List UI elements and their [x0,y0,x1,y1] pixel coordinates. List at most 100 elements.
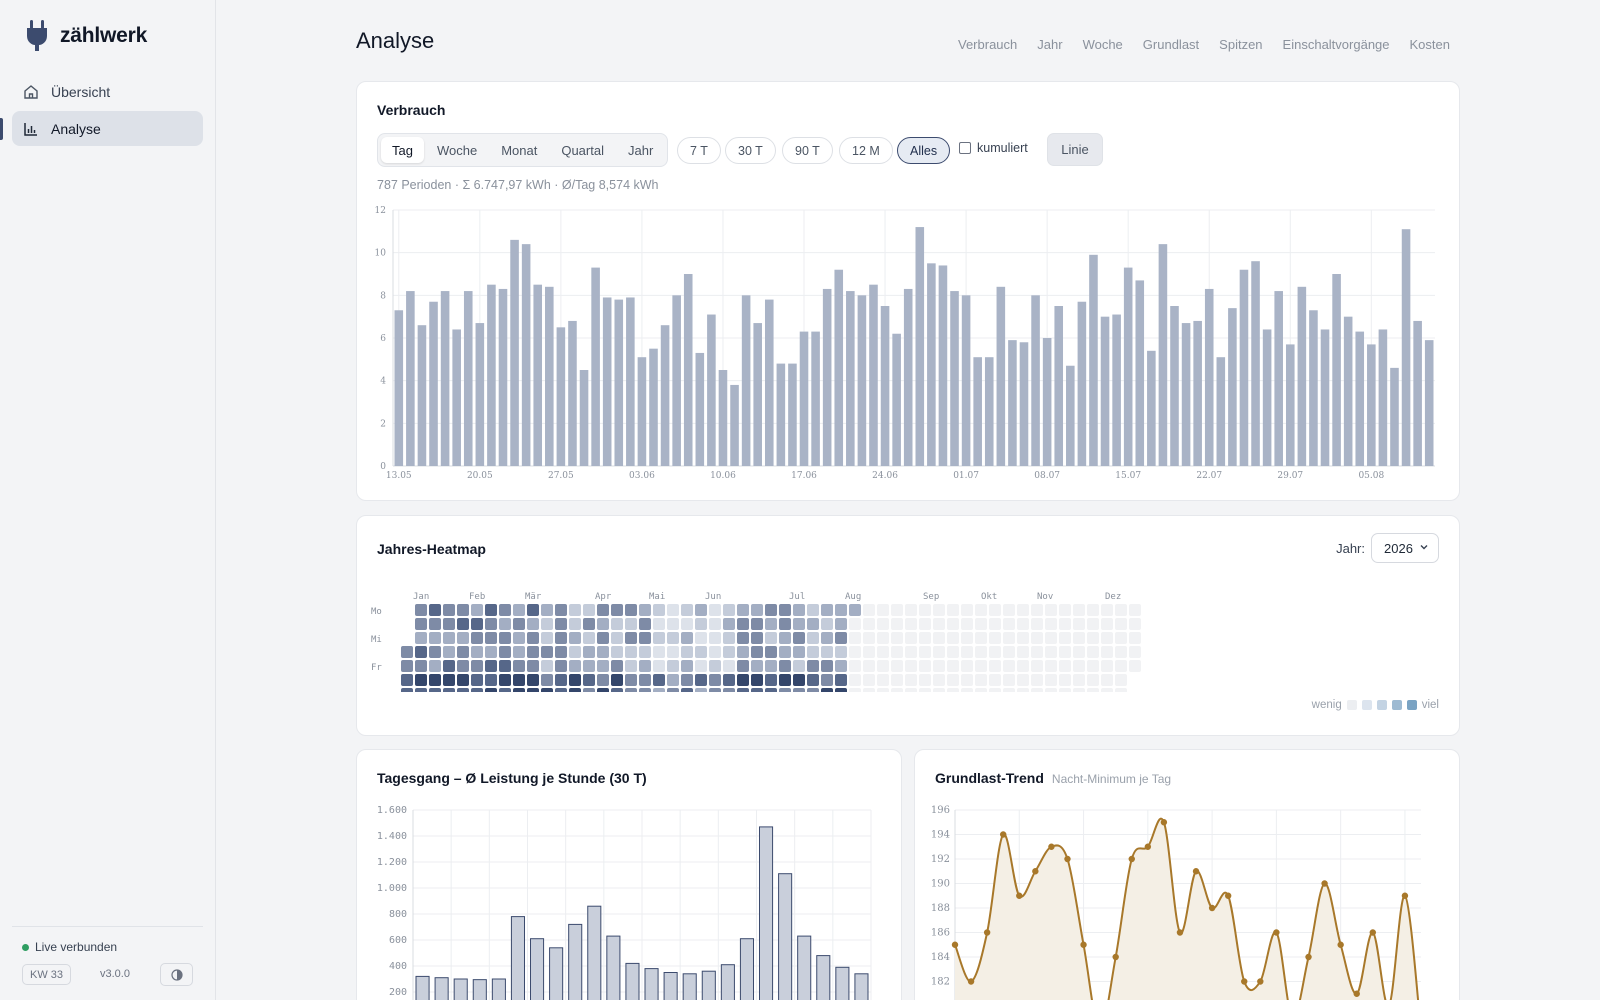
range-12m-button[interactable]: 12 M [839,137,893,164]
range-alles-button[interactable]: Alles [897,137,951,164]
heatmap-cell [527,660,539,672]
heatmap-cell [737,674,749,686]
granularity-monat-button[interactable]: Monat [501,142,538,158]
section-link-grundlast[interactable]: Grundlast [1142,37,1200,52]
heatmap-cell [1017,674,1029,686]
weekday-label: Fr [371,663,382,673]
heatmap-cell [1031,604,1043,616]
heatmap-cell [695,618,707,630]
heatmap-cell [485,660,497,672]
consumption-bar [1135,280,1145,466]
consumption-bar [1089,254,1098,466]
consumption-bar [973,357,982,466]
heatmap-cell [765,632,777,644]
consumption-bar [1424,340,1434,466]
heatmap-cell [1115,632,1127,644]
heatmap-cell [961,660,973,672]
trend-point [1032,868,1039,875]
section-link-einschaltvorgaenge[interactable]: Einschaltvorgänge [1282,37,1390,52]
consumption-bar [1193,320,1202,466]
heatmap-cell [667,674,679,686]
sidebar-item-analyse[interactable]: Analyse [12,111,203,146]
heatmap-cell [653,674,665,686]
heatmap-cell [989,646,1001,658]
heatmap-cell [905,604,917,616]
cumulative-toggle[interactable]: kumuliert [959,141,1028,155]
section-link-woche[interactable]: Woche [1082,37,1123,52]
page-title: Analyse [356,28,435,53]
heatmap-cell [471,618,483,630]
heatmap-cell [681,688,693,692]
theme-toggle-button[interactable] [160,963,193,986]
heatmap-cell [821,632,833,644]
heatmap-cell [443,660,455,672]
heatmap-cell [891,632,903,644]
heatmap-cell [1059,604,1071,616]
range-90t-button[interactable]: 90 T [782,137,833,164]
heatmap-cell [919,618,931,630]
hourly-bar [663,972,678,1000]
consumption-bar [915,227,925,466]
line-mode-button[interactable]: Linie [1047,133,1103,166]
heatmap-cell [597,674,609,686]
consumption-bar [811,331,820,466]
heatmap-cell [499,604,511,616]
cumulative-checkbox[interactable] [959,142,971,154]
heatmap-cell [625,688,637,692]
granularity-tag-button[interactable]: Tag [381,137,424,163]
heatmap-cell [1101,674,1113,686]
year-select-value: 2026 [1384,540,1413,556]
heatmap-cell [611,688,623,692]
granularity-jahr-button[interactable]: Jahr [627,142,654,158]
consumption-bar [903,288,913,466]
x-tick-label: 24.06 [872,471,898,481]
consumption-bar [579,370,589,466]
heatmap-cell [947,646,959,658]
section-link-kosten[interactable]: Kosten [1409,37,1450,52]
heatmap-cell [1059,688,1071,692]
consumption-bar [1042,338,1052,466]
range-7t-button[interactable]: 7 T [677,137,721,164]
section-link-jahr[interactable]: Jahr [1037,37,1063,52]
consumption-bar [1239,269,1249,466]
granularity-quartal-button[interactable]: Quartal [561,142,604,158]
heatmap-cell [1017,604,1029,616]
heatmap-cell [1045,604,1057,616]
y-tick-label: 188 [931,903,950,914]
card-title: Tagesgang – Ø Leistung je Stunde (30 T) [377,770,647,786]
sidebar-item-uebersicht[interactable]: Übersicht [12,74,203,109]
verbrauch-card: Verbrauch Tag Woche Monat Quartal Jahr 7… [356,81,1460,501]
heatmap-cell [849,688,861,692]
active-nav-indicator [0,118,3,140]
trend-point [1257,978,1264,985]
consumption-bar [892,333,901,466]
year-select[interactable]: 2026 [1371,533,1439,563]
x-tick-label: 01.07 [953,471,979,481]
section-link-spitzen[interactable]: Spitzen [1219,37,1263,52]
heatmap-cell [1017,660,1029,672]
brand[interactable]: zählwerk [26,20,147,52]
heatmap-cell [1115,618,1127,630]
home-icon [24,84,38,99]
heatmap-cell [471,674,483,686]
heatmap-cell [919,674,931,686]
heatmap-cell [569,604,581,616]
granularity-woche-button[interactable]: Woche [436,142,478,158]
heatmap-cell [947,688,959,692]
heatmap-cell [793,660,805,672]
heatmap-cell [443,618,455,630]
heatmap-cell [709,674,721,686]
heatmap-cell [807,674,819,686]
heatmap-cell [947,660,959,672]
heatmap-cell [877,618,889,630]
section-link-verbrauch[interactable]: Verbrauch [958,37,1018,52]
heatmap-cell [849,604,861,616]
heatmap-cell [611,674,623,686]
range-30t-button[interactable]: 30 T [725,137,776,164]
x-tick-label: 29.07 [1277,471,1303,481]
heatmap-cell [835,618,847,630]
consumption-bar [1181,323,1191,466]
heatmap-cell [541,632,553,644]
heatmap-cell [695,688,707,692]
heatmap-cell [485,674,497,686]
